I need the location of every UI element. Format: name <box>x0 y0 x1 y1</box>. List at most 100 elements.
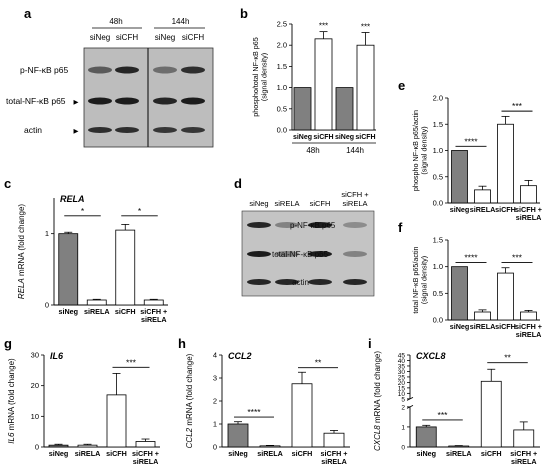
x-tick-label: siNeg <box>450 205 470 214</box>
blot-a-band <box>153 127 177 133</box>
y-tick-label: 20 <box>398 380 406 387</box>
bar <box>474 189 491 204</box>
blot-a-band <box>88 97 112 105</box>
x-tick-label: siRELA <box>446 449 472 458</box>
y-tick-label: 35 <box>398 363 406 370</box>
y-tick-label: 2 <box>401 404 405 411</box>
panel-letter-d: d <box>234 176 242 191</box>
bar <box>314 38 333 131</box>
y-tick-label: 3 <box>213 374 217 383</box>
group-label: 48h <box>306 146 319 155</box>
x-tick-label: siNeg <box>335 134 354 141</box>
blot-a-lane-label: siNeg <box>90 33 110 42</box>
blot-d-band <box>247 251 271 257</box>
blot-a-band <box>115 127 139 133</box>
blot-d-band <box>308 279 332 285</box>
x-tick-label: siCFH <box>495 322 516 331</box>
blot-a-row-label: p-NF-κB p65 <box>20 65 68 75</box>
significance-label: * <box>81 206 85 216</box>
bar <box>86 299 107 306</box>
y-tick-label: 0.5 <box>277 104 287 113</box>
y-tick-label: 1.5 <box>433 236 443 245</box>
y-tick-label: 1.5 <box>277 62 287 71</box>
y-tick-label: 2.5 <box>277 20 287 29</box>
bar <box>291 383 313 448</box>
x-tick-label: siCFH <box>106 449 127 458</box>
y-tick-label: 2.0 <box>277 41 287 50</box>
bar <box>497 123 514 204</box>
bar <box>520 185 537 204</box>
panel-letter-b: b <box>240 6 248 21</box>
y-tick-label: 1.0 <box>277 83 287 92</box>
significance-label: *** <box>126 357 137 367</box>
y-tick-label: 25 <box>398 374 406 381</box>
bar <box>474 311 491 321</box>
blot-a-row-label: actin <box>24 125 42 135</box>
panel-letter-a: a <box>24 6 32 21</box>
blot-d-band <box>247 222 271 228</box>
panel-letter-h: h <box>178 336 186 351</box>
blot-d-lane-label: siCFH + siRELA <box>341 190 369 208</box>
blot-d-band <box>275 279 299 285</box>
y-tick-label: 0.0 <box>433 316 443 325</box>
y-tick-label: 10 <box>31 412 39 421</box>
gene-title: IL6 <box>50 351 64 361</box>
panel-letter-c: c <box>4 176 11 191</box>
panel-letter-f: f <box>398 220 403 235</box>
blot-a-band <box>88 66 112 74</box>
x-tick-label: siNeg <box>293 134 312 141</box>
blot-a-row-arrow: ▶ <box>74 128 80 135</box>
y-tick-label: 1 <box>45 229 49 238</box>
bar <box>448 445 470 448</box>
blot-a-band <box>181 97 205 105</box>
blot-a-band <box>115 97 139 105</box>
blot-d-lane-label: siRELA <box>274 199 299 208</box>
panel-letter-i: i <box>368 336 372 351</box>
western-blot-a: 48h 144h siNeg siCFH siNeg siCFH p-NF-κB p65 to… <box>6 17 214 148</box>
y-axis-label: phospho/total NF-κB p65(signal density) <box>251 37 269 117</box>
y-tick-label: 20 <box>31 381 39 390</box>
blot-a-row-label: total-NF-κB p65 <box>6 96 66 106</box>
bar <box>115 229 136 306</box>
y-tick-label: 1.5 <box>433 120 443 129</box>
blot-a-lane-label: siCFH <box>116 33 138 42</box>
y-tick-label: 30 <box>398 369 406 376</box>
bar <box>259 445 281 448</box>
x-tick-label: siCFH <box>355 134 375 141</box>
x-tick-label: siCFH + siRELA <box>515 205 542 222</box>
bar <box>106 394 127 448</box>
significance-label: *** <box>438 410 449 420</box>
blot-d-band <box>343 279 367 285</box>
y-tick-label: 30 <box>31 351 39 360</box>
y-tick-label: 10 <box>398 391 406 398</box>
bar <box>356 44 375 131</box>
x-tick-label: siNeg <box>58 307 78 316</box>
blot-d-lane-label: siNeg <box>249 199 268 208</box>
y-axis-label: RELA mRNA (fold change) <box>17 204 26 299</box>
chart-c: 0 1 RELA mRNA (fold change) RELA siNeg siRELA… <box>17 194 168 324</box>
y-tick-label: 1.0 <box>433 262 443 271</box>
significance-label: **** <box>464 252 478 262</box>
bar <box>135 441 156 448</box>
blot-d-band <box>275 251 299 257</box>
blot-a-time-label: 144h <box>172 17 190 26</box>
y-tick-label: 1.0 <box>433 146 443 155</box>
y-axis-label: phospho NF-κB p65/actin(signal density) <box>411 110 429 191</box>
chart-b: 0.0 0.5 1.0 1.5 2.0 2.5 phospho/total NF-κB p6… <box>251 20 376 155</box>
blot-a-band <box>115 66 139 74</box>
y-tick-label: 0 <box>35 443 39 452</box>
y-tick-label: 0.0 <box>277 126 287 135</box>
y-tick-label: 40 <box>398 358 406 365</box>
chart-g: 0 10 20 30 IL6 mRNA (fold change) IL6 siNeg siR… <box>7 351 160 466</box>
x-tick-label: siCFH + siRELA <box>140 307 167 324</box>
bar <box>415 426 437 448</box>
y-tick-label: 1 <box>401 424 405 431</box>
significance-label: *** <box>512 101 523 111</box>
blot-d-band <box>275 222 299 228</box>
blot-d-row-label: actin <box>292 278 309 287</box>
blot-d-lane-label: siCFH <box>310 199 331 208</box>
blot-a-band <box>181 127 205 133</box>
y-tick-label: 0 <box>401 445 405 452</box>
